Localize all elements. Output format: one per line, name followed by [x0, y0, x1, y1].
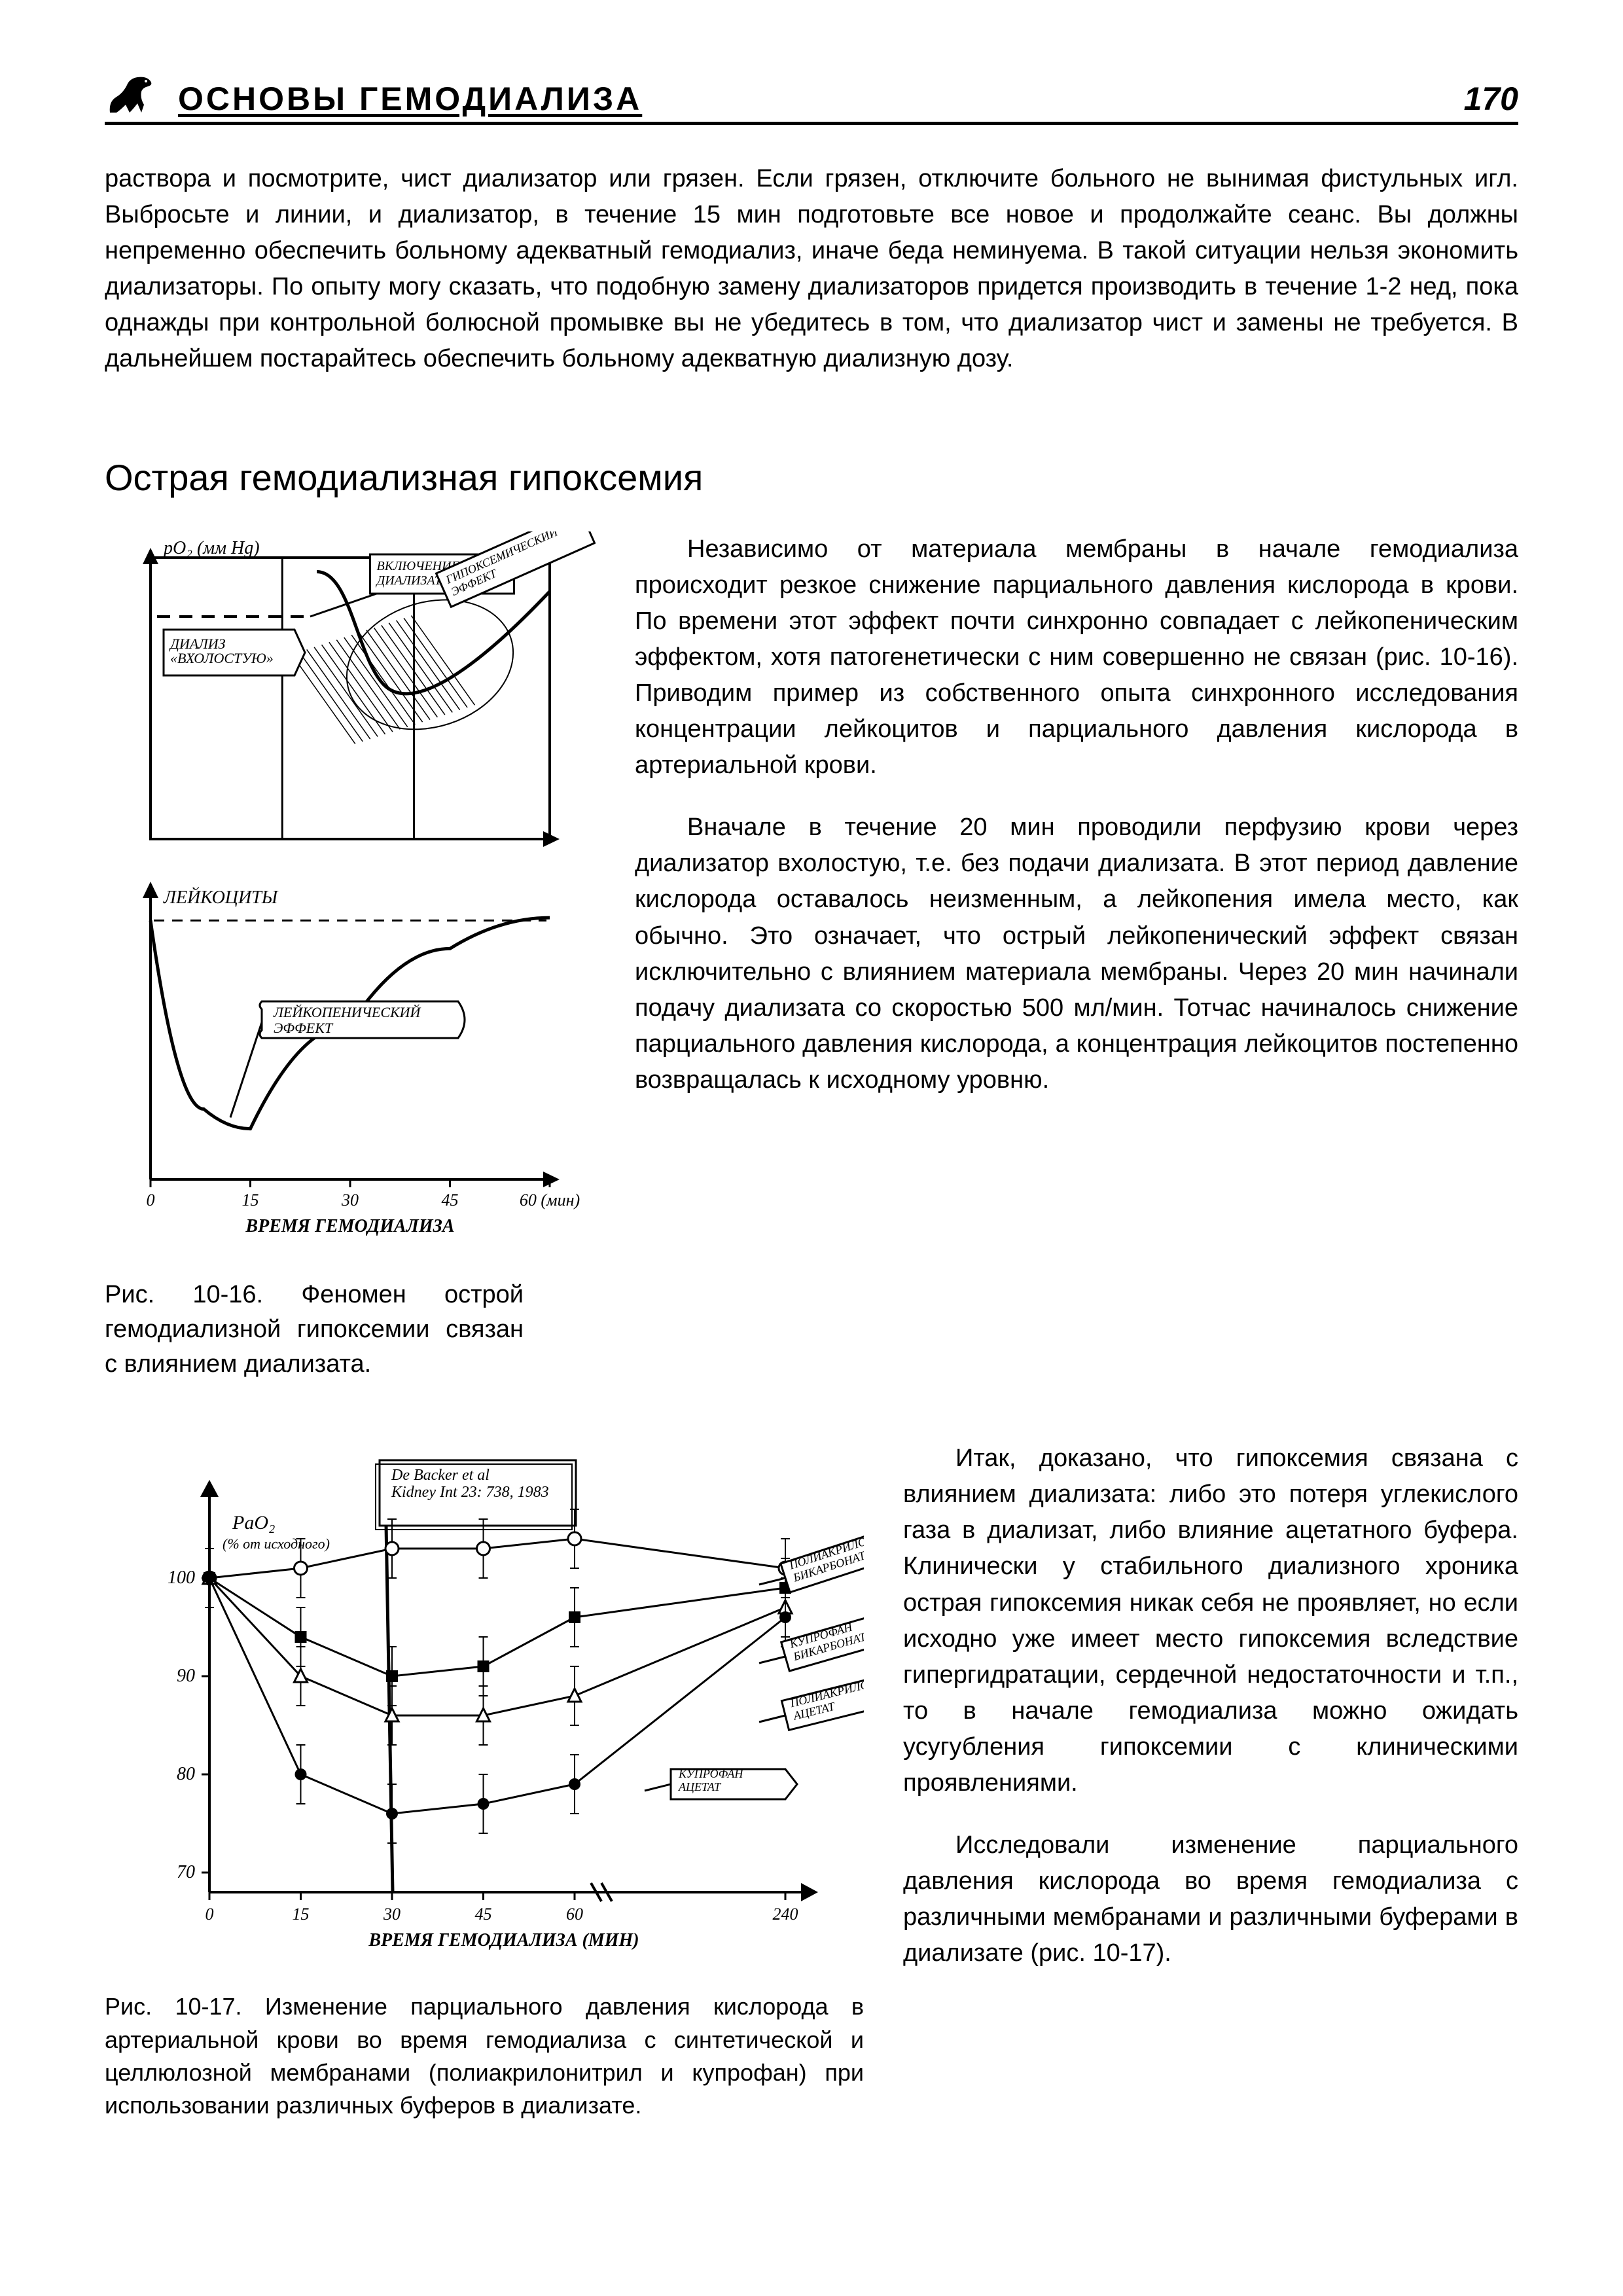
paragraph-4: Исследовали изменение парциального давле…: [903, 1827, 1518, 1971]
figure-10-16: pO₂ (мм Hg)ДИАЛИЗ«ВХОЛОСТУЮ»ВКЛЮЧЕНИЕДИА…: [105, 531, 596, 1382]
paragraph-3: Итак, доказано, что гипоксемия связана с…: [903, 1441, 1518, 1801]
figure-10-17-caption: Рис. 10-17. Изменение парциального давле…: [105, 1990, 864, 2123]
svg-text:240: 240: [773, 1905, 798, 1924]
block-fig16-and-text: pO₂ (мм Hg)ДИАЛИЗ«ВХОЛОСТУЮ»ВКЛЮЧЕНИЕДИА…: [105, 531, 1518, 1382]
dinosaur-logo-icon: [105, 72, 164, 118]
svg-text:60: 60: [566, 1905, 583, 1924]
block-a-text: Независимо от материала мембраны в начал…: [635, 531, 1518, 1124]
page-number: 170: [1464, 80, 1518, 118]
svg-text:30: 30: [341, 1191, 359, 1210]
svg-text:80: 80: [177, 1764, 195, 1784]
svg-text:ВРЕМЯ ГЕМОДИАЛИЗА (МИН): ВРЕМЯ ГЕМОДИАЛИЗА (МИН): [368, 1930, 639, 1950]
svg-text:45: 45: [475, 1905, 492, 1924]
figure-10-16-caption: Рис. 10-16. Феномен острой гемодиализной…: [105, 1278, 524, 1382]
section-title: Острая гемодиализная гипоксемия: [105, 456, 1518, 499]
paragraph-2: Вначале в течение 20 мин проводили перфу…: [635, 810, 1518, 1098]
figure-10-17: 70 80 90 100 0 15 30 45 60 240 ВРЕМЯ ГЕМОДИАЛИЗА (…: [105, 1441, 864, 2123]
svg-text:0: 0: [205, 1905, 214, 1924]
svg-text:15: 15: [293, 1905, 310, 1924]
svg-text:60 (мин): 60 (мин): [520, 1191, 580, 1210]
block-b-text: Итак, доказано, что гипоксемия связана с…: [903, 1441, 1518, 1998]
svg-text:ЛЕЙКОЦИТЫ: ЛЕЙКОЦИТЫ: [163, 887, 279, 908]
svg-text:(% от исходного): (% от исходного): [223, 1535, 330, 1552]
paragraph-1: Независимо от материала мембраны в начал…: [635, 531, 1518, 784]
page-header: ОСНОВЫ ГЕМОДИАЛИЗА 170: [105, 72, 1518, 125]
svg-text:PaO₂: PaO₂: [232, 1512, 275, 1534]
svg-text:0: 0: [147, 1191, 155, 1210]
svg-text:90: 90: [177, 1666, 195, 1686]
block-fig17-and-text: 70 80 90 100 0 15 30 45 60 240 ВРЕМЯ ГЕМОДИАЛИЗА (…: [105, 1441, 1518, 2123]
svg-text:30: 30: [383, 1905, 401, 1924]
svg-text:70: 70: [177, 1862, 195, 1882]
svg-text:45: 45: [442, 1191, 459, 1210]
svg-text:pO₂ (мм Hg): pO₂ (мм Hg): [162, 538, 260, 558]
intro-paragraph: раствора и посмотрите, чист диализатор и…: [105, 161, 1518, 378]
svg-text:100: 100: [168, 1568, 195, 1588]
svg-text:15: 15: [242, 1191, 259, 1210]
book-title: ОСНОВЫ ГЕМОДИАЛИЗА: [178, 80, 642, 118]
header-left: ОСНОВЫ ГЕМОДИАЛИЗА: [105, 72, 642, 118]
svg-text:ВРЕМЯ ГЕМОДИАЛИЗА: ВРЕМЯ ГЕМОДИАЛИЗА: [245, 1216, 454, 1236]
